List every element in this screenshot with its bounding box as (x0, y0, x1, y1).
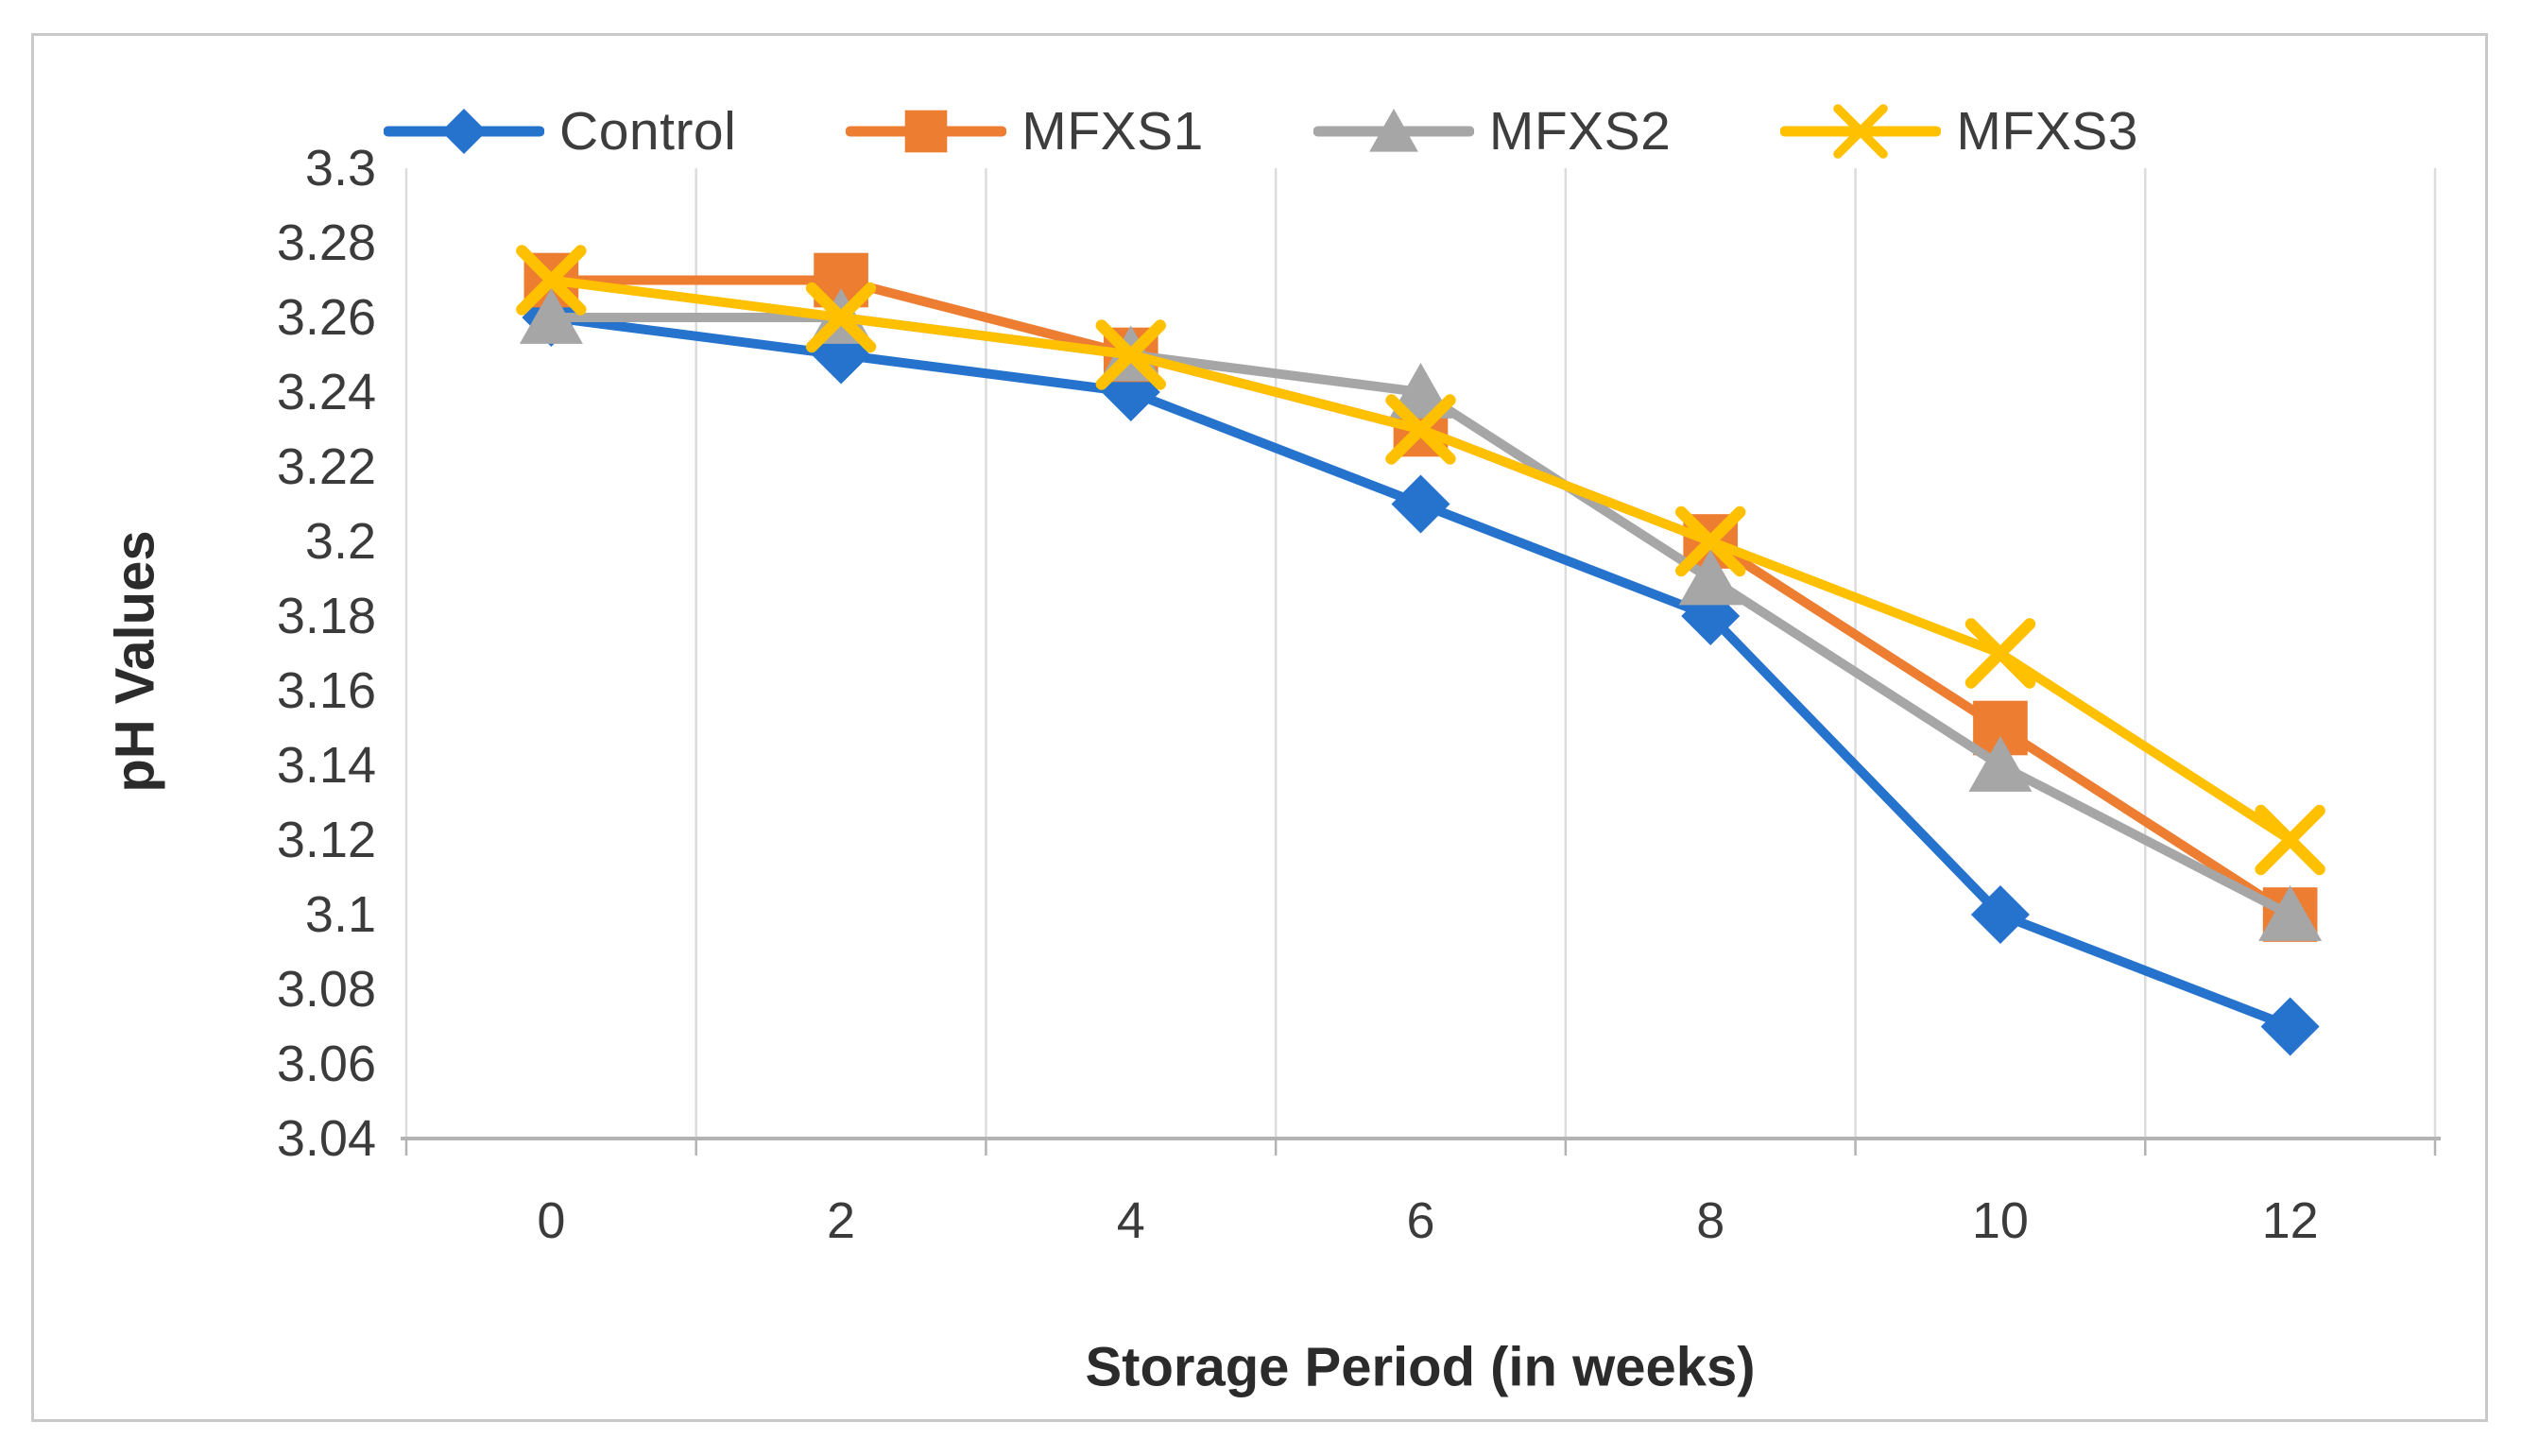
svg-text:12: 12 (2262, 1192, 2319, 1249)
series-mfxs3 (516, 245, 2325, 876)
svg-text:3.16: 3.16 (277, 662, 376, 719)
svg-text:3.2: 3.2 (305, 513, 376, 570)
legend-label-control: Control (559, 101, 737, 162)
svg-text:3.14: 3.14 (277, 737, 376, 794)
x-axis (401, 1137, 2441, 1156)
figure-frame (31, 33, 2488, 1422)
legend-label-mfxs3: MFXS3 (1956, 101, 2138, 162)
legend-mfxs2-triangle-icon (1312, 109, 1474, 152)
legend-item-mfxs1: MFXS1 (846, 98, 1204, 164)
y-axis-title: pH Values (104, 530, 166, 793)
legend-mfxs3-x-icon (1780, 104, 1942, 159)
series-mfxs1 (523, 252, 2318, 942)
svg-text:8: 8 (1696, 1192, 1724, 1249)
svg-text:3.06: 3.06 (277, 1036, 376, 1092)
svg-text:3.1: 3.1 (305, 886, 376, 943)
legend-label-mfxs1: MFXS1 (1021, 101, 1204, 162)
y-tick-labels: 3.3 3.28 3.26 3.24 3.22 3.2 3.18 3.16 3.14 3.12 3.… (277, 140, 376, 1167)
svg-text:3.26: 3.26 (277, 289, 376, 346)
svg-text:6: 6 (1406, 1192, 1434, 1249)
legend-item-mfxs2: MFXS2 (1312, 98, 1672, 164)
svg-text:3.3: 3.3 (305, 140, 376, 197)
legend-label-mfxs2: MFXS2 (1488, 101, 1672, 162)
svg-text:3.12: 3.12 (277, 812, 376, 868)
svg-text:2: 2 (827, 1192, 855, 1249)
legend-item-mfxs3: MFXS3 (1780, 98, 2138, 164)
svg-text:3.28: 3.28 (277, 214, 376, 271)
x-axis-title: Storage Period (in weeks) (1085, 1336, 1756, 1398)
svg-text:3.04: 3.04 (277, 1110, 376, 1167)
svg-text:0: 0 (537, 1192, 565, 1249)
svg-text:3.24: 3.24 (277, 364, 376, 420)
series-mfxs2 (519, 288, 2323, 941)
svg-text:3.18: 3.18 (277, 588, 376, 644)
svg-text:4: 4 (1117, 1192, 1145, 1249)
chart-legend: Control MFXS1 MFXS2 MFXS3 (0, 97, 2522, 165)
svg-text:3.08: 3.08 (277, 961, 376, 1018)
svg-text:10: 10 (1972, 1192, 2029, 1249)
vertical-gridlines (404, 168, 2437, 1139)
legend-item-control: Control (384, 98, 736, 164)
x-tick-labels: 0 2 4 6 8 10 12 (537, 1192, 2318, 1249)
legend-mfxs1-square-icon (846, 110, 1007, 153)
svg-text:3.22: 3.22 (277, 438, 376, 495)
legend-control-diamond-icon (384, 109, 545, 154)
